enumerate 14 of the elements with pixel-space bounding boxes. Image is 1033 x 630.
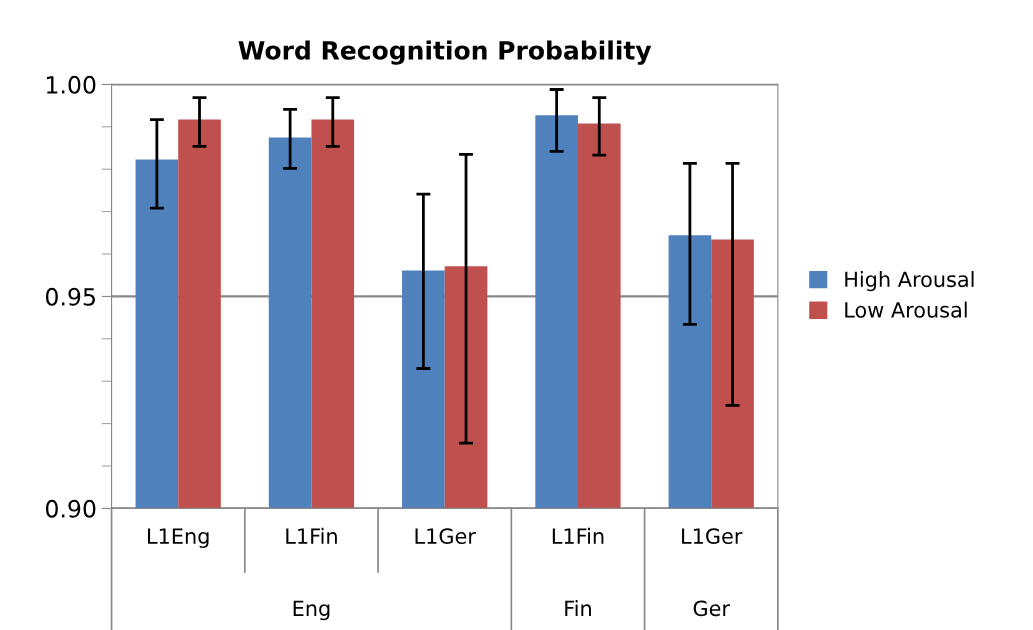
legend-label: Low Arousal bbox=[845, 301, 967, 318]
x-tick-label: L1Ger bbox=[415, 528, 476, 544]
x-tick-label: L1Fin bbox=[552, 527, 604, 544]
x-tick-label: L1Fin bbox=[286, 527, 337, 544]
x-tick-label: L1Eng bbox=[148, 528, 209, 549]
text: Fin bbox=[565, 600, 591, 616]
x-tick-label: L1Ger bbox=[682, 528, 743, 544]
legend-label: High Arousal bbox=[845, 271, 974, 292]
text: Ger bbox=[693, 600, 730, 617]
text: Eng bbox=[293, 600, 330, 621]
y-tick-label: 0.90 bbox=[45, 499, 96, 518]
y-tick-label: 0.95 bbox=[45, 287, 95, 306]
y-tick-label: 1.00 bbox=[47, 75, 96, 94]
chart-title: Word Recognition Probability bbox=[238, 40, 652, 65]
